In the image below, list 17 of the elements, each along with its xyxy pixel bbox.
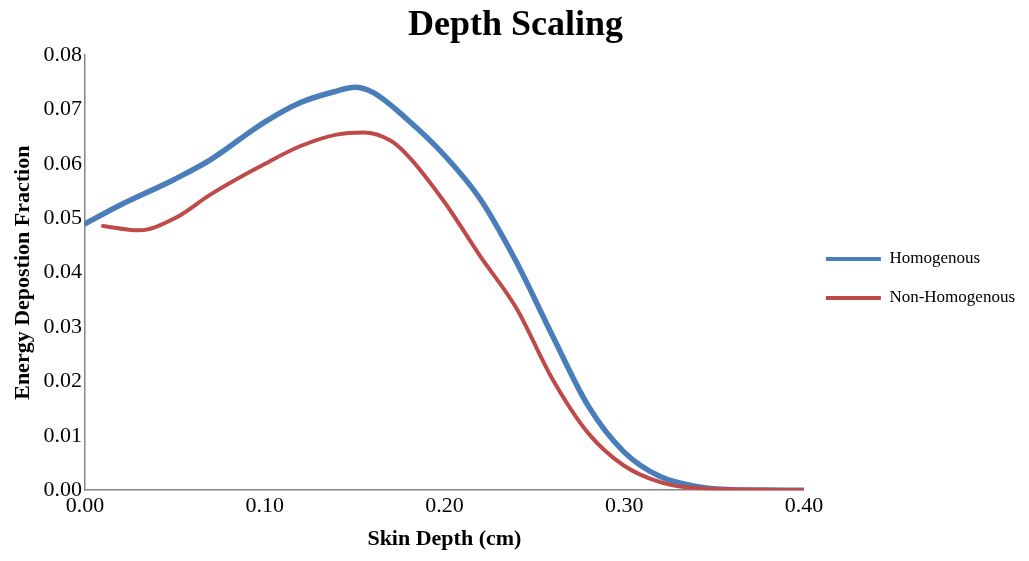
y-tick-label: 0.07 — [43, 95, 82, 121]
y-tick-label: 0.01 — [43, 421, 82, 447]
y-tick-label: 0.06 — [43, 149, 82, 175]
x-tick-label: 0.40 — [784, 492, 824, 518]
x-tick-label: 0.20 — [425, 492, 464, 518]
y-tick-label: 0.03 — [43, 312, 82, 338]
y-tick-label: 0.05 — [43, 204, 82, 230]
y-tick-label: 0.04 — [43, 258, 82, 284]
x-tick-label: 0.30 — [604, 492, 644, 518]
legend-label: Homogenous — [889, 248, 981, 268]
y-axis-title: Energy Depostion Fraction — [8, 145, 34, 400]
y-tick-label: 0.02 — [43, 367, 82, 393]
x-tick-label: 0.10 — [245, 492, 284, 518]
y-tick-label: 0.08 — [43, 40, 82, 66]
x-axis-title: Skin Depth (cm) — [367, 525, 522, 551]
legend-label: Non-Homogenous — [889, 287, 1016, 307]
chart-title: Depth Scaling — [407, 2, 624, 43]
